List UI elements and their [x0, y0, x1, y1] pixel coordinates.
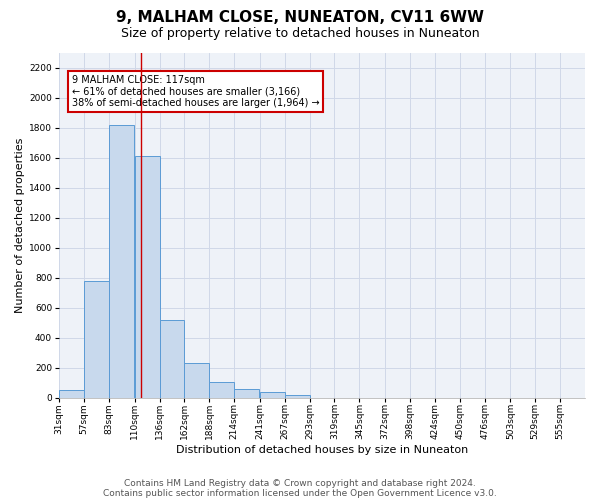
X-axis label: Distribution of detached houses by size in Nuneaton: Distribution of detached houses by size … [176, 445, 468, 455]
Text: Contains HM Land Registry data © Crown copyright and database right 2024.: Contains HM Land Registry data © Crown c… [124, 478, 476, 488]
Text: Contains public sector information licensed under the Open Government Licence v3: Contains public sector information licen… [103, 488, 497, 498]
Text: 9, MALHAM CLOSE, NUNEATON, CV11 6WW: 9, MALHAM CLOSE, NUNEATON, CV11 6WW [116, 10, 484, 25]
Bar [285, 394, 310, 398]
Text: 9 MALHAM CLOSE: 117sqm
← 61% of detached houses are smaller (3,166)
38% of semi-: 9 MALHAM CLOSE: 117sqm ← 61% of detached… [71, 75, 319, 108]
Bar [184, 363, 209, 398]
Bar [109, 124, 134, 398]
Bar [209, 382, 234, 398]
Bar [84, 280, 109, 398]
Bar [134, 156, 160, 398]
Bar [234, 390, 259, 398]
Bar [160, 320, 184, 398]
Y-axis label: Number of detached properties: Number of detached properties [15, 138, 25, 312]
Bar [59, 390, 84, 398]
Bar [260, 392, 285, 398]
Text: Size of property relative to detached houses in Nuneaton: Size of property relative to detached ho… [121, 28, 479, 40]
